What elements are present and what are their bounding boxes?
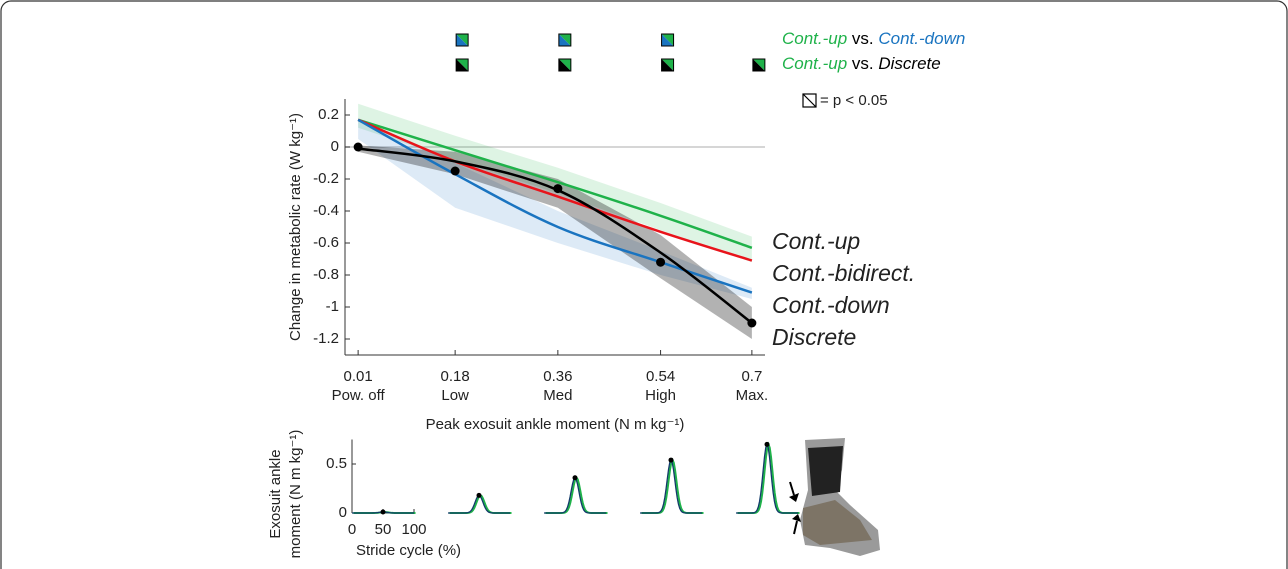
peak-point: [668, 457, 674, 463]
x-tick-sublabel: Low: [441, 387, 469, 404]
confidence-band: [358, 103, 752, 263]
y-tick-label: -1: [326, 298, 339, 315]
significance-marker: [455, 58, 469, 72]
label-part: Cont.-up: [782, 29, 847, 48]
marker-half: [456, 59, 469, 71]
inset-y-label: moment (N m kg⁻¹): [287, 430, 304, 559]
inset-x-tick-label: 100: [401, 521, 426, 538]
peak-point: [764, 441, 770, 447]
x-tick-sublabel: Pow. off: [332, 387, 386, 404]
x-tick-label: 0.54: [646, 368, 675, 385]
data-point: [656, 257, 666, 267]
marker-border: [455, 33, 469, 47]
label-part: vs.: [847, 54, 878, 73]
marker-border: [455, 58, 469, 72]
x-tick-sublabel: Med: [543, 387, 572, 404]
series-line: [357, 118, 753, 249]
significance-marker: [558, 58, 572, 72]
label-part: Cont.-up: [782, 54, 847, 73]
inset-x-tick-label: 50: [375, 521, 392, 538]
marker-border: [558, 58, 572, 72]
y-tick-label: 0: [331, 138, 339, 155]
significance-marker: [455, 33, 469, 47]
marker-half: [456, 34, 469, 46]
x-axis-label: Peak exosuit ankle moment (N m kg⁻¹): [426, 416, 685, 433]
ankle-photo: [789, 438, 880, 556]
significance-key: = p < 0.05: [820, 92, 888, 109]
inset-x-tick-label: 0: [348, 521, 356, 538]
peak-point: [476, 492, 482, 498]
data-point: [553, 184, 563, 194]
y-axis-label: Change in metabolic rate (W kg⁻¹): [287, 113, 304, 341]
x-tick-sublabel: High: [645, 387, 676, 404]
y-tick-label: -1.2: [313, 330, 339, 347]
marker-half: [558, 59, 571, 71]
confidence-band: [358, 119, 752, 299]
confidence-band: [358, 145, 752, 339]
peak-point: [572, 475, 578, 481]
peak-point: [380, 509, 386, 515]
data-point: [747, 318, 757, 328]
key-icon: [802, 93, 817, 108]
x-tick-label: 0.7: [741, 368, 762, 385]
significance-marker: [752, 58, 766, 72]
legend-label: Cont.-up: [772, 228, 860, 254]
y-tick-label: -0.8: [313, 266, 339, 283]
inset-x-label: Stride cycle (%): [356, 542, 461, 559]
significance-marker: [661, 33, 675, 47]
marker-border: [752, 58, 766, 72]
marker-half: [661, 34, 674, 46]
y-tick-label: -0.6: [313, 234, 339, 251]
y-tick-label: 0.2: [318, 106, 339, 123]
series-line: [357, 118, 753, 262]
marker-half: [752, 59, 765, 71]
moment-curve-green: [641, 457, 704, 514]
x-tick-sublabel: Max.: [736, 387, 769, 404]
inset-y-tick-label: 0.5: [326, 455, 347, 472]
data-point: [353, 142, 363, 152]
label-part: vs.: [847, 29, 878, 48]
label-part: Discrete: [878, 54, 940, 73]
legend-label: Cont.-down: [772, 292, 890, 318]
significance-marker: [661, 58, 675, 72]
marker-border: [558, 33, 572, 47]
x-tick-label: 0.36: [543, 368, 572, 385]
y-tick-label: -0.4: [313, 202, 339, 219]
significance-marker: [558, 33, 572, 47]
marker-half: [661, 59, 674, 71]
x-tick-label: 0.01: [344, 368, 373, 385]
moment-curve-green: [737, 441, 800, 514]
x-tick-label: 0.18: [441, 368, 470, 385]
legend-label: Cont.-bidirect.: [772, 260, 915, 286]
significance-label: Cont.-up vs. Discrete: [782, 54, 941, 73]
y-tick-label: -0.2: [313, 170, 339, 187]
inset-y-tick-label: 0: [339, 504, 347, 521]
inset-y-label: Exosuit ankle: [267, 449, 284, 538]
significance-label: Cont.-up vs. Cont.-down: [782, 29, 965, 48]
label-part: Cont.-down: [878, 29, 965, 48]
marker-border: [661, 58, 675, 72]
marker-half: [558, 34, 571, 46]
moment-curve-green: [545, 476, 608, 514]
marker-border: [661, 33, 675, 47]
data-point: [450, 166, 460, 176]
legend-label: Discrete: [772, 324, 856, 350]
